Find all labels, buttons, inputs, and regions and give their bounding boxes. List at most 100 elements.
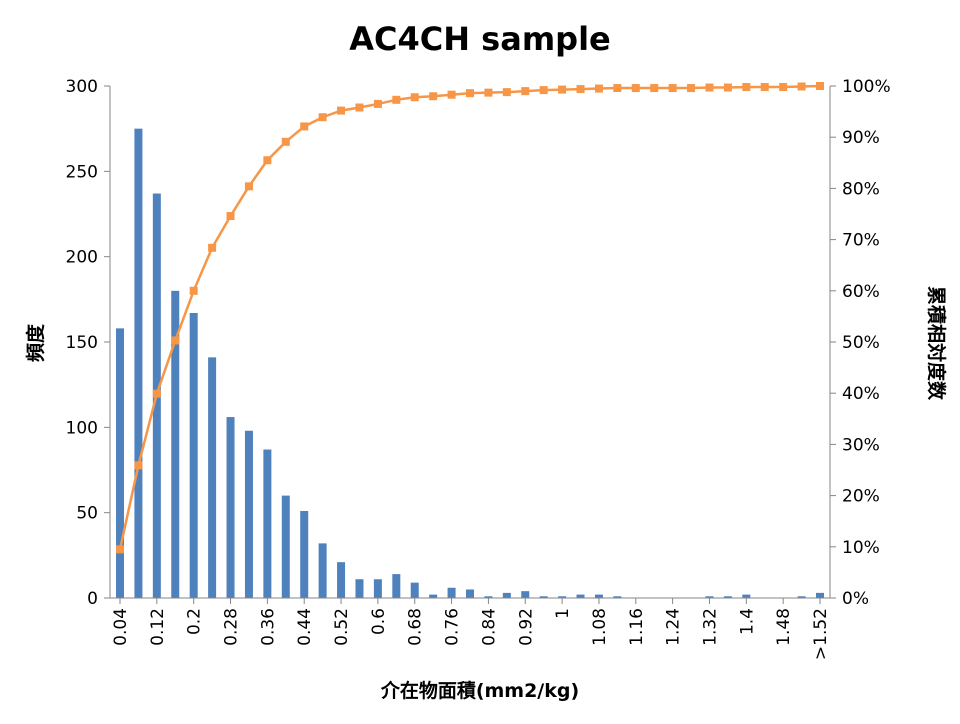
line-point: [687, 84, 696, 93]
line-point: [466, 89, 474, 98]
line-point: [668, 84, 677, 93]
line-point: [631, 84, 640, 93]
y2-tick-label: 100%: [842, 77, 891, 97]
x-tick-label: 1.08: [590, 608, 610, 646]
line-point: [244, 182, 253, 191]
left-axis-ticks: 0 50 100 150 200 250 300: [66, 77, 110, 609]
bar: [318, 543, 327, 598]
line-point: [816, 82, 824, 90]
bar: [410, 582, 419, 598]
bar: [447, 587, 456, 598]
line-point: [613, 84, 622, 93]
x-axis-ticks: 0.04 0.12 0.2 0.28 0.36 0.44 0.52 0.6 0.68 0.76 0.…: [111, 598, 831, 660]
bar: [521, 591, 530, 598]
x-tick-label: 0.12: [148, 608, 168, 646]
x-tick-label: >1.52: [811, 608, 831, 660]
y-tick-label: 250: [66, 162, 98, 182]
y-tick-label: 150: [66, 333, 98, 353]
bar: [466, 589, 474, 598]
bar: [116, 328, 124, 598]
bar: [134, 128, 143, 599]
x-tick-label: 0.28: [222, 608, 242, 646]
line-point: [539, 86, 548, 95]
bar: [208, 357, 217, 598]
line-point: [355, 103, 364, 112]
bar: [558, 596, 567, 598]
line-point: [521, 87, 530, 96]
bar: [281, 495, 290, 598]
y2-axis-label: 累積相対度数: [925, 286, 948, 401]
line-point: [152, 389, 161, 398]
line-point: [594, 84, 603, 93]
line-point: [797, 82, 806, 91]
line-point: [429, 92, 438, 101]
bar: [816, 592, 824, 598]
bar: [705, 596, 714, 598]
line-point: [226, 212, 235, 221]
line-point: [447, 90, 456, 99]
y-tick-label: 300: [66, 77, 98, 97]
y2-tick-label: 80%: [842, 179, 880, 199]
bar: [263, 449, 272, 598]
x-tick-label: 0.36: [258, 608, 278, 646]
axes: [109, 86, 831, 599]
bar: [300, 510, 309, 598]
line-point: [502, 88, 511, 97]
line-point: [650, 84, 659, 93]
line-point: [373, 99, 382, 108]
y2-tick-label: 60%: [842, 282, 880, 302]
x-tick-label: 0.52: [332, 608, 352, 646]
y-tick-label: 0: [87, 589, 98, 609]
cumulative-line: [118, 84, 821, 550]
line-point: [318, 113, 327, 122]
bar: [189, 312, 198, 598]
x-tick-label: 0.84: [479, 608, 499, 646]
x-tick-label: 1.48: [774, 608, 794, 646]
y-tick-label: 200: [66, 248, 98, 268]
y2-tick-label: 70%: [842, 231, 880, 251]
line-point: [392, 95, 401, 104]
bar-series: [116, 128, 824, 599]
bar: [392, 574, 401, 598]
line-point: [760, 83, 769, 92]
x-tick-label: 0.92: [516, 608, 536, 646]
bar: [244, 430, 253, 598]
x-tick-label: 0.76: [443, 608, 463, 646]
y-axis-label: 頻度: [24, 323, 47, 362]
y2-tick-label: 20%: [842, 487, 880, 507]
y-tick-label: 100: [66, 418, 98, 438]
x-tick-label: 0.68: [406, 608, 426, 646]
bar: [226, 417, 235, 598]
line-point: [742, 83, 751, 92]
bar: [502, 592, 511, 598]
line-point: [116, 545, 124, 554]
bar: [742, 594, 751, 598]
x-tick-label: 0.44: [295, 608, 315, 646]
line-point: [281, 137, 290, 146]
y-tick-label: 50: [76, 504, 98, 524]
bar: [797, 596, 806, 598]
chart-title: AC4CH sample: [349, 20, 610, 58]
x-tick-label: 1.16: [627, 608, 647, 646]
bar: [539, 596, 548, 598]
x-tick-label: 0.2: [185, 608, 205, 635]
bar: [484, 596, 493, 598]
line-point: [171, 336, 180, 345]
bar: [594, 594, 603, 598]
cumulative-line-series: [116, 82, 824, 554]
bar: [576, 594, 585, 598]
line-point: [576, 85, 585, 94]
x-tick-label: 0.04: [111, 608, 131, 646]
line-point: [723, 83, 732, 92]
line-point: [189, 286, 198, 295]
bar: [723, 596, 732, 598]
y2-tick-label: 30%: [842, 435, 880, 455]
x-tick-label: 1: [553, 608, 573, 619]
bar: [171, 290, 180, 598]
bar: [429, 594, 438, 598]
line-point: [300, 122, 309, 131]
line-point: [337, 106, 346, 115]
bar: [355, 579, 364, 598]
y2-tick-label: 0%: [842, 589, 869, 609]
